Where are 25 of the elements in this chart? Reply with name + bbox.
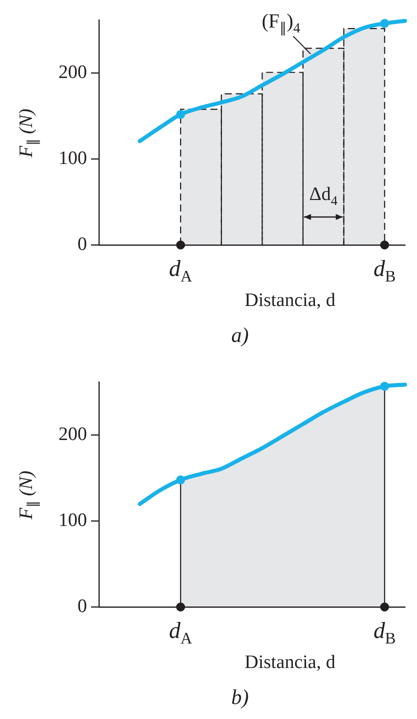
y-tick-label: 100 xyxy=(58,148,87,170)
line-series xyxy=(138,382,407,506)
x-axis-title: Distancia, d xyxy=(244,652,336,673)
point xyxy=(380,602,390,612)
y-tick-label: 200 xyxy=(58,62,87,84)
point xyxy=(176,475,186,484)
point xyxy=(380,382,390,391)
point xyxy=(380,240,390,250)
y-tick-label: 200 xyxy=(58,424,87,446)
y-tick-label: 0 xyxy=(78,596,87,617)
annotation: (F$_{∥}$)$_{4}$ xyxy=(262,10,300,36)
point xyxy=(380,18,390,28)
x-tick-label: d$_{B}$ xyxy=(373,618,396,648)
x-tick-label: d$_{A}$ xyxy=(169,256,192,286)
text: a) xyxy=(231,323,249,347)
x-tick-label: d$_{B}$ xyxy=(373,256,396,286)
y-tick-label: 100 xyxy=(58,510,87,532)
x-tick-label: d$_{A}$ xyxy=(169,618,192,648)
point xyxy=(176,240,186,250)
point xyxy=(176,602,186,612)
point xyxy=(176,110,186,119)
y-tick-label: 0 xyxy=(78,234,87,255)
annotation: Δd$_{4}$ xyxy=(309,184,338,208)
text: b) xyxy=(231,685,249,709)
x-axis-title: Distancia, d xyxy=(244,290,336,311)
